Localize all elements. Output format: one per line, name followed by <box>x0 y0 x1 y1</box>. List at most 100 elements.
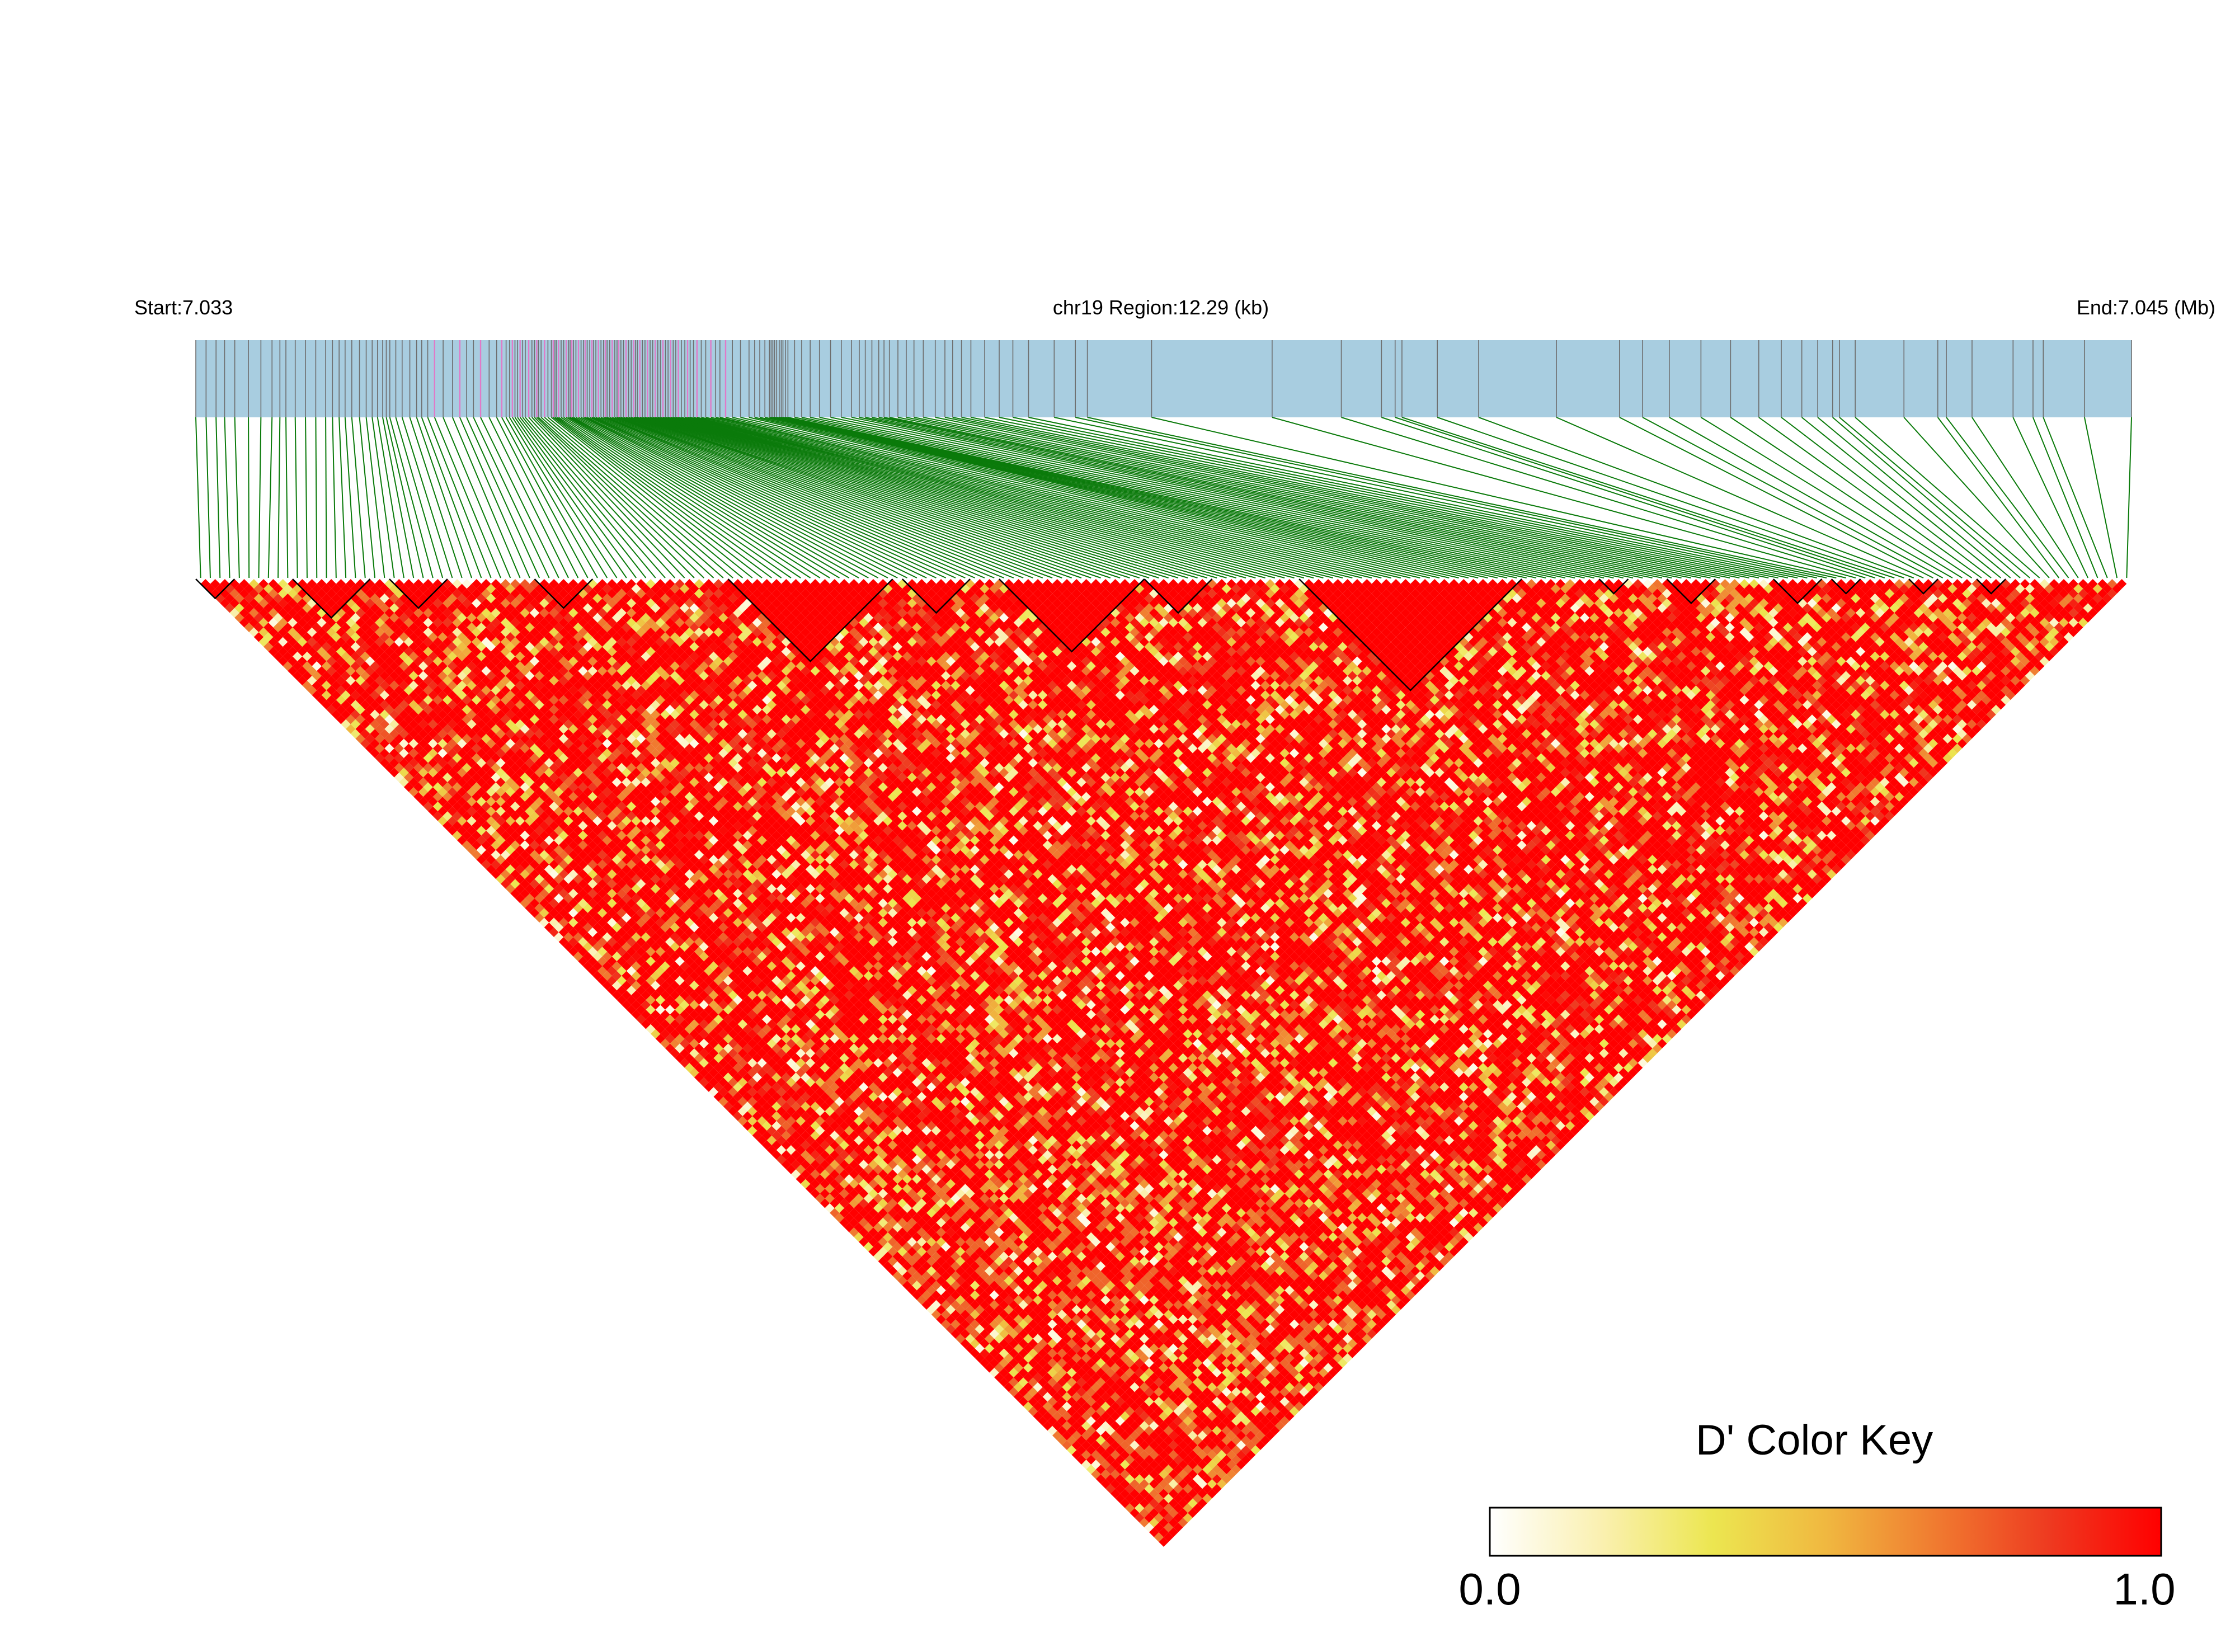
ld-cell <box>641 952 651 962</box>
ld-cell <box>350 651 361 662</box>
ld-cell <box>500 869 511 879</box>
ld-cell <box>268 627 279 637</box>
ld-cell <box>1130 1450 1140 1460</box>
snp-connector <box>459 417 530 578</box>
ld-cell <box>708 1077 719 1088</box>
ld-cell <box>389 700 399 710</box>
ld-cell <box>525 883 535 894</box>
ld-cell <box>568 927 578 938</box>
ld-cell <box>945 1285 956 1296</box>
ld-cell <box>849 1160 859 1170</box>
ld-cell <box>432 763 443 773</box>
ld-cell <box>941 1251 951 1262</box>
ld-cell <box>423 743 433 754</box>
ld-cell <box>945 1305 956 1315</box>
ld-cell <box>375 733 385 744</box>
snp-connector <box>505 417 598 578</box>
ld-cell <box>839 1169 849 1179</box>
ld-cell <box>1009 1387 1019 1397</box>
ld-cell <box>684 1014 694 1024</box>
ld-cell <box>611 942 622 952</box>
ld-cell <box>675 985 685 995</box>
ld-cell <box>413 792 424 802</box>
ld-cell <box>1004 1363 1014 1373</box>
ld-cell <box>742 1072 752 1082</box>
ld-cell <box>820 1160 830 1170</box>
ld-cell <box>791 1102 801 1112</box>
ld-cell <box>1052 1363 1062 1373</box>
ld-cell <box>472 840 482 850</box>
ld-cell <box>384 724 394 734</box>
ld-cell <box>360 700 370 710</box>
ld-cell <box>510 821 520 831</box>
snp-connector <box>961 417 1759 578</box>
snp-connector <box>670 417 1256 578</box>
ld-cell <box>379 690 389 700</box>
ld-cell <box>728 1087 738 1097</box>
snp-connector <box>984 417 1778 578</box>
ld-cell <box>883 1251 893 1262</box>
snp-connector <box>788 417 1556 578</box>
ld-cell <box>622 971 632 981</box>
ld-cell <box>573 932 583 942</box>
ld-cell <box>302 661 312 671</box>
snp-connector <box>662 417 1227 578</box>
ld-cell <box>1067 1416 1077 1426</box>
ld-cell <box>253 583 264 594</box>
ld-cell <box>907 1237 917 1247</box>
ld-cell <box>1038 1396 1048 1407</box>
snp-connector <box>603 417 985 578</box>
ld-cell <box>472 773 482 783</box>
snp-connector <box>777 417 1508 578</box>
snp-connector <box>473 417 550 578</box>
ld-cell <box>341 709 351 719</box>
ld-cell <box>766 1116 777 1126</box>
ld-cell <box>980 1358 990 1368</box>
ld-cell <box>791 1160 801 1170</box>
snp-connector <box>830 417 1605 578</box>
ld-cell <box>912 1270 922 1281</box>
snp-connector <box>675 417 1276 578</box>
ld-cell <box>486 806 496 816</box>
ld-cell <box>868 1246 878 1256</box>
ld-cell <box>984 1334 995 1344</box>
ld-cell <box>766 1126 777 1136</box>
ld-cell <box>989 1348 999 1358</box>
ld-cell <box>655 995 666 1005</box>
ld-cell <box>960 1270 970 1281</box>
ld-cell <box>467 845 477 855</box>
ld-cell <box>892 1213 902 1223</box>
ld-cell <box>447 816 458 826</box>
ld-cell <box>379 738 389 749</box>
ld-cell <box>1135 1484 1145 1494</box>
ld-cell <box>234 593 244 604</box>
ld-cell <box>1086 1436 1096 1446</box>
ld-cell <box>544 923 554 933</box>
ld-cell <box>708 1029 719 1039</box>
ld-cell <box>1135 1445 1145 1455</box>
ld-cell <box>1042 1411 1053 1422</box>
ld-cell <box>916 1246 927 1256</box>
snp-connector <box>819 417 1595 578</box>
ld-cell <box>544 893 554 903</box>
ld-cell <box>563 912 573 923</box>
ld-cell <box>931 1300 942 1310</box>
ld-cell <box>554 932 564 942</box>
ld-cell <box>791 1111 801 1121</box>
ld-cell <box>505 883 515 894</box>
snp-connector <box>1730 417 1973 578</box>
ld-cell <box>587 956 597 966</box>
ld-cell <box>984 1353 995 1363</box>
ld-cell <box>239 608 250 618</box>
ld-cell <box>820 1131 830 1141</box>
ld-cell <box>752 1063 763 1073</box>
ld-cell <box>1135 1513 1145 1523</box>
ld-cell <box>341 642 351 652</box>
ld-cell <box>534 845 544 855</box>
ld-cell <box>370 719 380 729</box>
ld-cell <box>960 1339 970 1349</box>
ld-cell <box>336 666 346 676</box>
ld-cell <box>844 1222 854 1232</box>
ld-cell <box>984 1343 995 1353</box>
ld-cell <box>375 753 385 763</box>
